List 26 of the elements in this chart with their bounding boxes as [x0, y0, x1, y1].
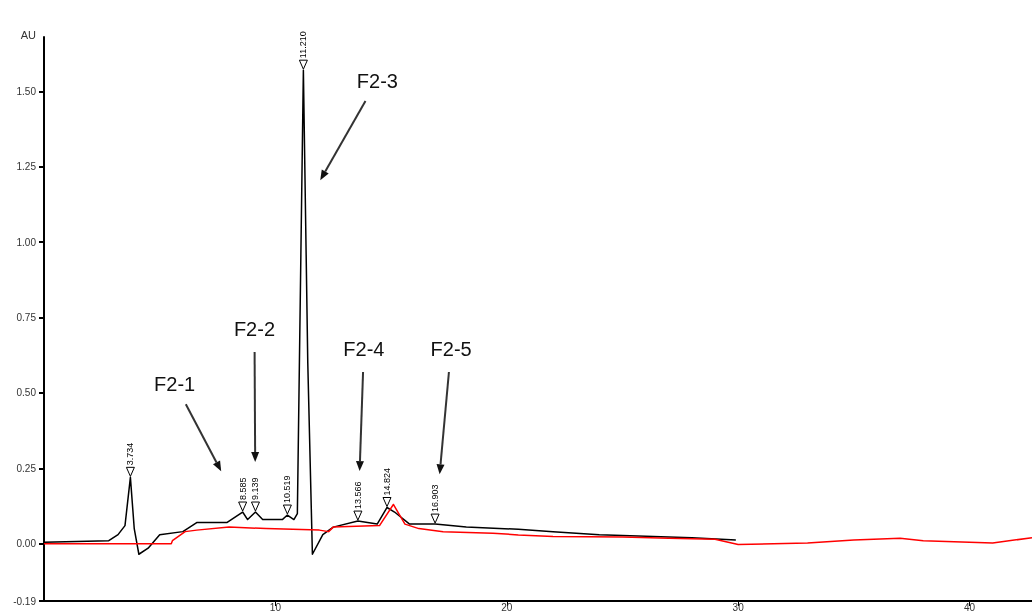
- annotation: 9.139: [250, 477, 261, 501]
- y-tick-label: 1.00: [16, 236, 37, 248]
- annotation: F2-2: [233, 318, 276, 341]
- x-tick-label: 40: [963, 601, 976, 612]
- annotation: F2-1: [154, 373, 196, 396]
- y-tick-label: 0.50: [16, 387, 37, 399]
- y-tick-label: -0.19: [13, 595, 37, 607]
- annotation: 14.824: [382, 467, 392, 496]
- annotation: 13.566: [352, 481, 363, 510]
- y-axis-title: AU: [20, 28, 37, 41]
- x-tick-label: 30: [732, 601, 745, 612]
- x-tick-label: 10: [269, 601, 282, 612]
- y-tick-label: 0.75: [16, 311, 37, 323]
- y-tick-label: 1.25: [16, 161, 37, 173]
- y-tick-label: 0.25: [16, 462, 37, 474]
- annotation: F2-5: [430, 338, 472, 361]
- y-tick-label: 1.50: [16, 85, 37, 97]
- annotation: 16.903: [430, 484, 441, 513]
- annotation: 8.585: [237, 477, 248, 501]
- x-tick-label: 20: [501, 601, 513, 612]
- annotation: F2-3: [356, 70, 398, 93]
- y-tick-label: 0.00: [16, 538, 37, 550]
- annotation: 3.734: [125, 442, 136, 466]
- annotation: F2-4: [343, 338, 385, 361]
- annotation: 10.519: [282, 475, 293, 504]
- annotation: 11.210: [298, 31, 309, 59]
